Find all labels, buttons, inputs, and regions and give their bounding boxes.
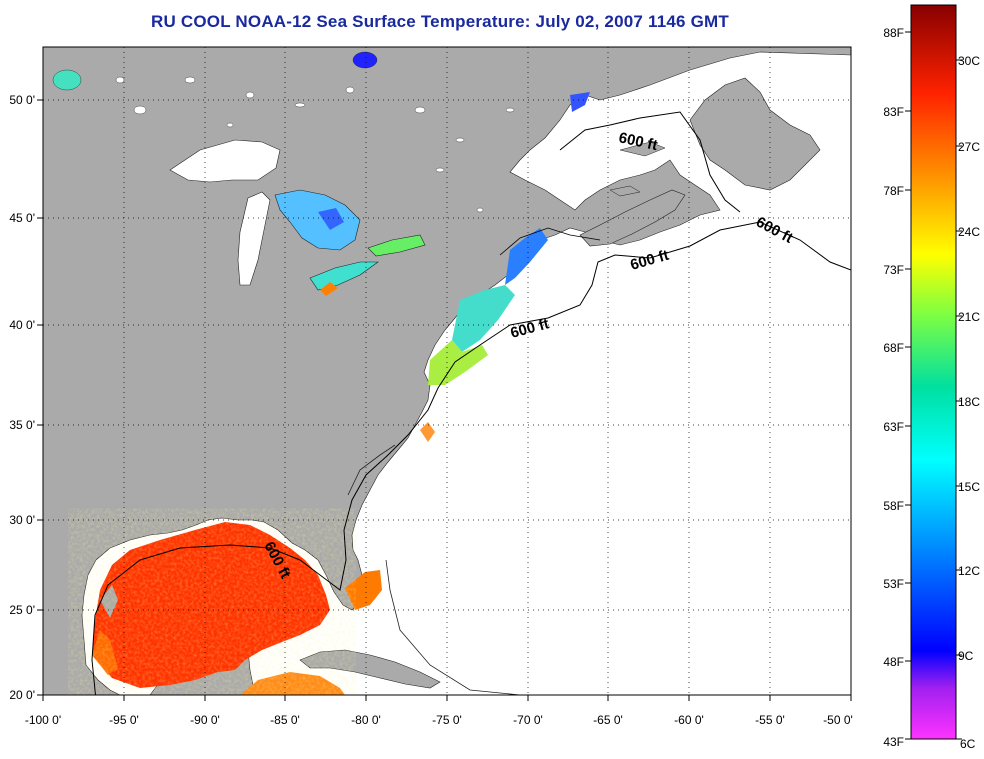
lat-tick-label: 20 0': [9, 688, 35, 702]
colorbar-c-label: 21C: [958, 310, 980, 324]
lon-tick-label: -95 0': [109, 713, 139, 727]
lat-tick-label: 25 0': [9, 603, 35, 617]
colorbar-f-label: 73F: [883, 263, 904, 277]
lon-tick-label: -60 0': [674, 713, 704, 727]
colorbar-c-label: 18C: [958, 395, 980, 409]
colorbar-f-label: 83F: [883, 105, 904, 119]
celsius-labels: 30C 27C 24C 21C 18C 15C 12C 9C 6C: [958, 54, 980, 751]
lon-tick-label: -85 0': [270, 713, 300, 727]
lat-tick-label: 35 0': [9, 418, 35, 432]
latitude-labels: 20 0' 25 0' 30 0' 35 0' 40 0' 45 0' 50 0…: [9, 93, 35, 702]
colorbar-c-label: 15C: [958, 480, 980, 494]
land-cuba: [299, 649, 441, 689]
colorbar-f-label: 48F: [883, 655, 904, 669]
lon-tick-label: -70 0': [513, 713, 543, 727]
lat-tick-label: 30 0': [9, 513, 35, 527]
colorbar-c-label: 12C: [958, 564, 980, 578]
colorbar-f-label: 58F: [883, 499, 904, 513]
lon-tick-label: -50 0': [823, 713, 853, 727]
land-nova-scotia: [579, 189, 686, 247]
gulf-sst-data: [92, 422, 435, 695]
atlantic-shelf-sst-data: [320, 92, 590, 385]
lat-tick-label: 50 0': [9, 93, 35, 107]
colorbar: 88F 83F 78F 73F 68F 63F 58F 53F 48F 43F …: [883, 4, 980, 751]
lon-tick-label: -80 0': [351, 713, 381, 727]
longitude-labels: -100 0' -95 0' -90 0' -85 0' -80 0' -75 …: [25, 713, 853, 727]
colorbar-f-label: 53F: [883, 577, 904, 591]
map-area: 600 ft 600 ft 600 ft 600 ft 600 ft: [43, 47, 851, 695]
colorbar-f-label: 78F: [883, 184, 904, 198]
colorbar-c-label: 24C: [958, 225, 980, 239]
lon-tick-label: -65 0': [593, 713, 623, 727]
land-newfoundland: [689, 77, 821, 191]
lon-tick-label: -55 0': [755, 713, 785, 727]
map-title: RU COOL NOAA-12 Sea Surface Temperature:…: [151, 12, 729, 31]
colorbar-c-label: 9C: [958, 649, 974, 663]
colorbar-scale: [910, 4, 957, 740]
isobath-600ft: [91, 221, 851, 695]
colorbar-f-label: 68F: [883, 341, 904, 355]
colorbar-f-label: 63F: [883, 420, 904, 434]
fahrenheit-labels: 88F 83F 78F 73F 68F 63F 58F 53F 48F 43F: [883, 26, 904, 749]
lon-tick-label: -100 0': [25, 713, 61, 727]
graticule: [43, 47, 851, 695]
lon-tick-label: -90 0': [190, 713, 220, 727]
colorbar-f-label: 88F: [883, 26, 904, 40]
colorbar-f-label: 43F: [883, 735, 904, 749]
colorbar-c-label: 27C: [958, 140, 980, 154]
colorbar-c-label: 6C: [960, 737, 976, 751]
lon-tick-label: -75 0': [432, 713, 462, 727]
lat-tick-label: 45 0': [9, 211, 35, 225]
colorbar-c-label: 30C: [958, 54, 980, 68]
lat-tick-label: 40 0': [9, 318, 35, 332]
great-lakes: [169, 139, 426, 291]
